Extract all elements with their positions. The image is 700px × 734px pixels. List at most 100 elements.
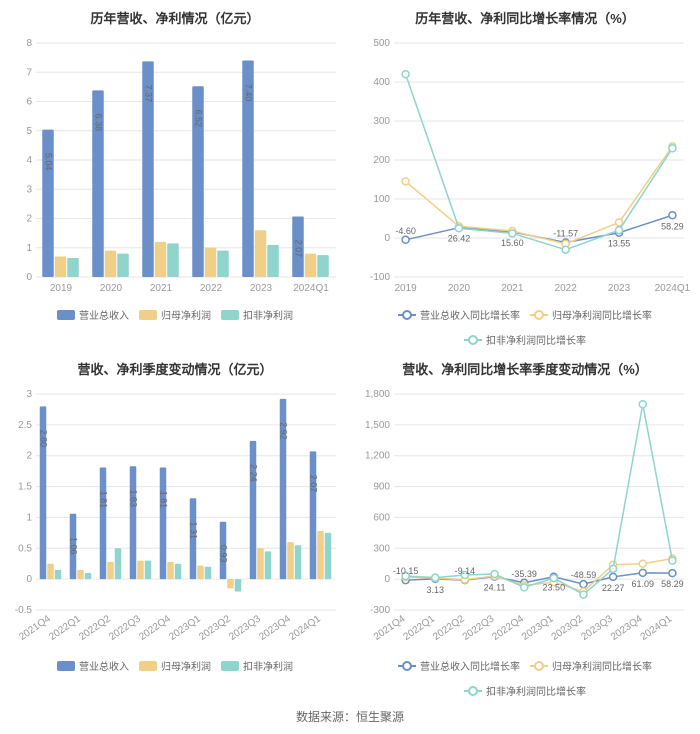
svg-text:3.13: 3.13 xyxy=(426,585,444,595)
legend-swatch xyxy=(464,339,482,341)
svg-text:500: 500 xyxy=(373,38,390,49)
svg-text:-10.15: -10.15 xyxy=(393,566,419,576)
svg-text:2022Q3: 2022Q3 xyxy=(461,613,497,643)
svg-text:200: 200 xyxy=(373,155,390,166)
svg-text:2022Q2: 2022Q2 xyxy=(77,613,113,643)
svg-text:4: 4 xyxy=(26,155,32,166)
panel-annual-revenue: 历年营收、净利情况（亿元） 01234567820195.0420206.382… xyxy=(0,0,350,351)
chart-title: 历年营收、净利情况（亿元） xyxy=(4,8,346,27)
data-source: 数据来源：恒生聚源 xyxy=(0,700,700,733)
svg-text:2023: 2023 xyxy=(608,283,631,294)
svg-text:0: 0 xyxy=(26,272,32,283)
svg-text:2022Q2: 2022Q2 xyxy=(431,613,467,643)
legend-item: 扣非净利润 xyxy=(221,658,293,673)
svg-text:2: 2 xyxy=(26,451,32,462)
svg-text:2023Q2: 2023Q2 xyxy=(197,613,233,643)
panel-quarterly-revenue: 营收、净利季度变动情况（亿元） -0.500.511.522.532021Q42… xyxy=(0,351,350,702)
svg-text:2024Q1: 2024Q1 xyxy=(639,613,675,643)
legend-label: 扣非净利润 xyxy=(243,307,293,322)
svg-text:2019: 2019 xyxy=(394,283,417,294)
svg-text:3: 3 xyxy=(26,184,32,195)
svg-text:1: 1 xyxy=(26,243,32,254)
svg-text:-9.14: -9.14 xyxy=(455,566,476,576)
svg-text:2.80: 2.80 xyxy=(39,430,49,448)
svg-text:-11.57: -11.57 xyxy=(553,229,578,239)
svg-text:2020: 2020 xyxy=(448,283,471,294)
legend-swatch xyxy=(398,314,416,316)
svg-text:-35.39: -35.39 xyxy=(511,569,537,579)
svg-text:300: 300 xyxy=(373,116,390,127)
legend-item: 营业总收入 xyxy=(57,658,129,673)
svg-text:0.5: 0.5 xyxy=(18,543,32,554)
svg-text:2023Q4: 2023Q4 xyxy=(609,613,645,643)
svg-text:2.24: 2.24 xyxy=(249,464,259,482)
legend-item: 归母净利润 xyxy=(139,307,211,322)
svg-text:2023: 2023 xyxy=(250,283,273,294)
legend-label: 归母净利润 xyxy=(161,307,211,322)
svg-text:-48.59: -48.59 xyxy=(571,570,597,580)
chart-title: 营收、净利季度变动情况（亿元） xyxy=(4,359,346,378)
legend-label: 归母净利润同比增长率 xyxy=(552,658,652,673)
svg-text:6.38: 6.38 xyxy=(94,114,104,132)
svg-text:-100: -100 xyxy=(370,272,390,283)
legend-swatch xyxy=(57,661,75,671)
legend-swatch xyxy=(398,665,416,667)
legend-item: 营业总收入同比增长率 xyxy=(398,658,520,673)
svg-text:2020: 2020 xyxy=(100,283,123,294)
svg-text:6.52: 6.52 xyxy=(194,110,204,128)
svg-text:1.81: 1.81 xyxy=(159,491,169,509)
legend-label: 营业总收入同比增长率 xyxy=(420,307,520,322)
legend-label: 营业总收入同比增长率 xyxy=(420,658,520,673)
legend-swatch xyxy=(221,661,239,671)
bar-chart: -0.500.511.522.532021Q42.802022Q11.06202… xyxy=(4,384,344,654)
svg-text:15.60: 15.60 xyxy=(501,238,524,248)
svg-text:61.09: 61.09 xyxy=(631,579,654,589)
bar-chart: 01234567820195.0420206.3820217.3720226.5… xyxy=(4,33,344,303)
svg-text:7.37: 7.37 xyxy=(144,85,154,103)
svg-text:24.11: 24.11 xyxy=(484,583,506,593)
svg-text:-300: -300 xyxy=(370,605,390,616)
legend-item: 归母净利润同比增长率 xyxy=(530,307,652,322)
svg-text:2023Q1: 2023Q1 xyxy=(520,613,556,643)
svg-text:1,200: 1,200 xyxy=(365,451,390,462)
svg-text:5: 5 xyxy=(26,126,32,137)
svg-text:300: 300 xyxy=(373,543,390,554)
svg-text:1,800: 1,800 xyxy=(365,389,390,400)
svg-text:-4.60: -4.60 xyxy=(395,226,416,236)
legend-swatch xyxy=(530,665,548,667)
svg-text:1.06: 1.06 xyxy=(69,537,79,555)
svg-text:58.29: 58.29 xyxy=(661,221,684,231)
legend-swatch xyxy=(139,310,157,320)
legend-item: 营业总收入同比增长率 xyxy=(398,307,520,322)
legend-item: 营业总收入 xyxy=(57,307,129,322)
svg-text:2.92: 2.92 xyxy=(279,422,289,440)
svg-text:1.81: 1.81 xyxy=(99,491,109,509)
svg-text:400: 400 xyxy=(373,77,390,88)
svg-text:5.04: 5.04 xyxy=(44,153,54,171)
svg-text:22.27: 22.27 xyxy=(602,583,625,593)
svg-text:3: 3 xyxy=(26,389,32,400)
legend-swatch xyxy=(57,310,75,320)
legend-label: 扣非净利润同比增长率 xyxy=(486,683,586,698)
svg-text:8: 8 xyxy=(26,38,32,49)
svg-text:2: 2 xyxy=(26,214,32,225)
svg-text:2022Q3: 2022Q3 xyxy=(107,613,143,643)
svg-text:2022: 2022 xyxy=(555,283,578,294)
legend: 营业总收入同比增长率 归母净利润同比增长率扣非净利润同比增长率 xyxy=(354,658,696,698)
svg-text:2024Q1: 2024Q1 xyxy=(655,283,691,294)
svg-text:2022Q1: 2022Q1 xyxy=(47,613,83,643)
line-chart: -30003006009001,2001,5001,8002021Q42022Q… xyxy=(354,384,694,654)
legend-swatch xyxy=(464,690,482,692)
svg-text:1.5: 1.5 xyxy=(18,482,32,493)
svg-text:900: 900 xyxy=(373,482,390,493)
svg-text:1.31: 1.31 xyxy=(189,522,199,540)
svg-text:1.83: 1.83 xyxy=(129,489,139,507)
legend-label: 营业总收入 xyxy=(79,307,129,322)
svg-text:0: 0 xyxy=(384,233,390,244)
svg-text:2022Q1: 2022Q1 xyxy=(401,613,437,643)
panel-quarterly-growth: 营收、净利同比增长率季度变动情况（%） -30003006009001,2001… xyxy=(350,351,700,702)
svg-text:2024Q1: 2024Q1 xyxy=(293,283,329,294)
svg-text:7: 7 xyxy=(26,67,32,78)
legend: 营业总收入同比增长率归母净利润同比增长率扣非净利润同比增长率 xyxy=(354,307,696,347)
svg-text:13.55: 13.55 xyxy=(608,239,631,249)
